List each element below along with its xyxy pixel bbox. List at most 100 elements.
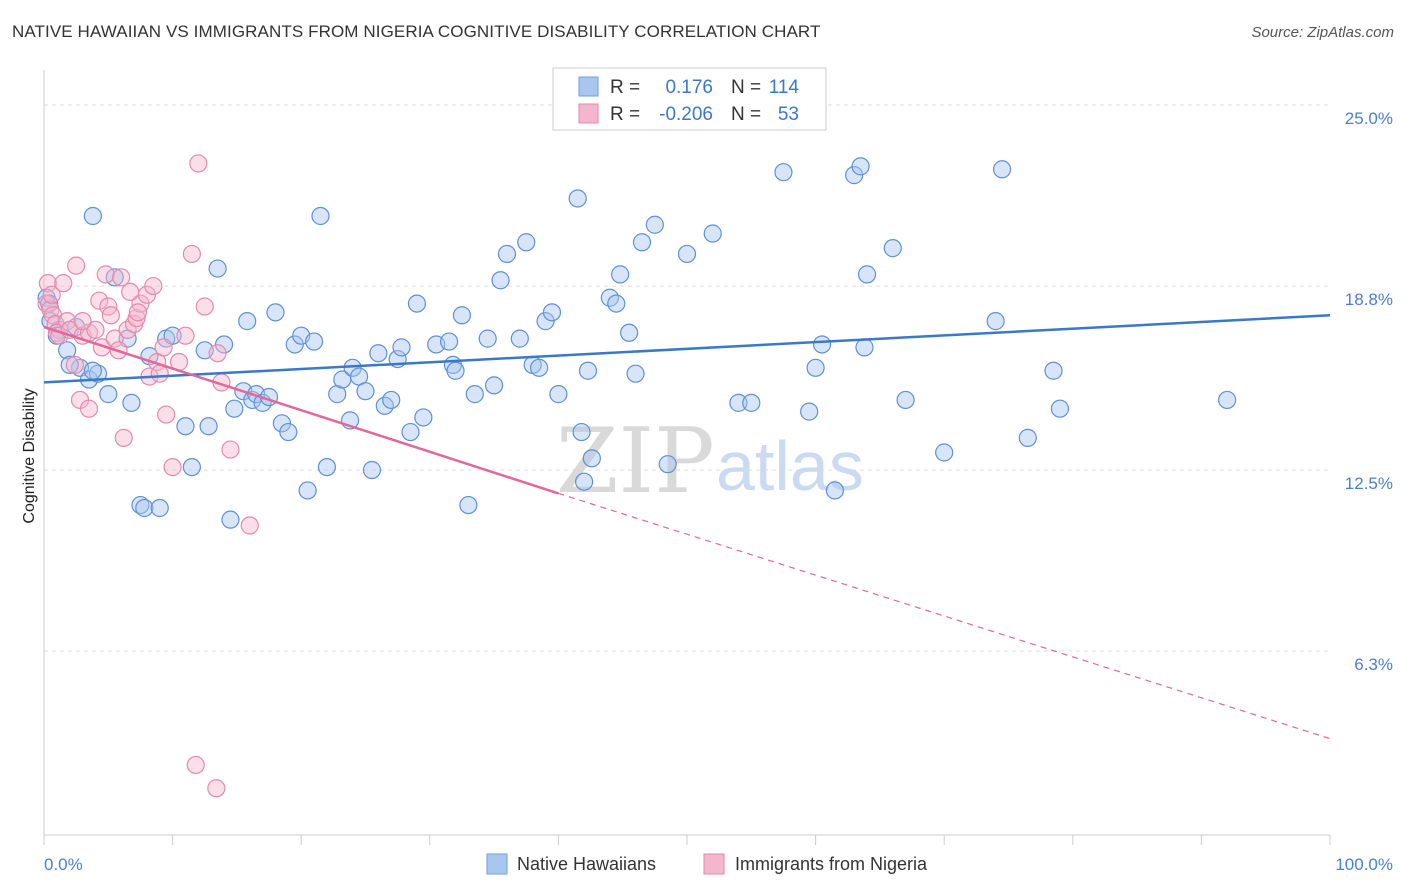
native-hawaiians-point-90: [703, 224, 722, 243]
native-hawaiians-point-52: [382, 390, 401, 410]
native-hawaiians-point-82: [607, 294, 626, 313]
nigeria-point-25: [112, 268, 131, 287]
chart-title: NATIVE HAWAIIAN VS IMMIGRANTS FROM NIGER…: [12, 22, 821, 41]
y-tick-label-3: 25.0%: [1345, 109, 1393, 128]
y-tick-labels: 6.3% 12.5% 18.8% 25.0%: [1345, 109, 1393, 674]
native-hawaiians-point-16: [135, 498, 154, 518]
nigeria-point-11: [65, 355, 84, 375]
gridlines: [44, 104, 1330, 652]
native-hawaiians-point-75: [549, 385, 568, 404]
native-hawaiians-point-48: [356, 382, 375, 401]
nigeria-point-36: [154, 338, 173, 357]
native-hawaiians-point-7: [88, 364, 108, 383]
native-hawaiians-point-61: [446, 361, 465, 380]
native-hawaiians-point-29: [238, 312, 257, 331]
watermark-zip: ZIP: [556, 409, 715, 514]
native-hawaiians-point-27: [225, 399, 244, 418]
x-tick-label-1: 100.0%: [1335, 855, 1393, 874]
legend-swatch-blue: [578, 76, 599, 97]
nigeria-point-46: [221, 440, 240, 459]
native-hawaiians-point-79: [575, 472, 594, 491]
native-hawaiians-point-84: [620, 323, 639, 342]
native-hawaiians-point-96: [812, 335, 832, 354]
native-hawaiians-point-106: [992, 160, 1012, 179]
watermark-atlas: atlas: [716, 427, 864, 505]
native-hawaiians-point-100: [855, 338, 874, 357]
bottom-legend-label-blue: Native Hawaiians: [517, 854, 656, 874]
nigeria-point-15: [79, 399, 99, 418]
nigeria-point-33: [144, 276, 163, 296]
native-hawaiians-point-99: [851, 157, 870, 176]
native-hawaiians-point-94: [800, 402, 819, 421]
native-hawaiians-point-72: [530, 358, 549, 377]
native-hawaiians-point-105: [986, 312, 1005, 331]
native-hawaiians-point-95: [806, 358, 825, 377]
native-hawaiians-point-78: [578, 361, 598, 380]
nigeria-point-26: [114, 428, 133, 448]
native-hawaiians-point-85: [626, 364, 645, 383]
nigeria-trend-line: [43, 325, 559, 495]
native-hawaiians-point-91: [729, 393, 748, 412]
x-tick-label-0: 0.0%: [44, 855, 83, 874]
native-hawaiians-point-80: [582, 449, 601, 468]
native-hawaiians-point-107: [1018, 428, 1037, 448]
native-hawaiians-point-41: [311, 206, 330, 226]
y-tick-label-0: 6.3%: [1354, 655, 1393, 674]
native-hawaiians-trend-line: [43, 314, 1331, 384]
trend-lines: [43, 314, 1331, 740]
native-hawaiians-point-77: [572, 422, 591, 442]
native-hawaiians-point-113: [60, 355, 79, 375]
native-hawaiians-point-40: [304, 332, 324, 351]
native-hawaiians-point-59: [439, 332, 459, 351]
native-hawaiians-point-87: [645, 215, 664, 234]
native-hawaiians-point-68: [497, 244, 517, 264]
nigeria-point-50: [128, 303, 147, 322]
native-hawaiians-point-89: [677, 244, 697, 264]
native-hawaiians-point-55: [401, 422, 420, 442]
nigeria-point-37: [157, 405, 176, 424]
nigeria-point-18: [90, 291, 109, 310]
native-hawaiians-point-23: [199, 417, 218, 436]
nigeria-point-49: [121, 282, 140, 302]
legend-swatch-pink: [578, 103, 599, 124]
nigeria-point-42: [189, 154, 208, 173]
native-hawaiians-point-56: [407, 294, 427, 313]
native-hawaiians-point-34: [266, 303, 285, 322]
native-hawaiians-point-64: [465, 385, 484, 404]
native-hawaiians-point-50: [369, 344, 388, 363]
native-hawaiians-point-93: [774, 163, 793, 182]
nigeria-point-3: [42, 285, 61, 304]
nigeria-point-35: [150, 364, 169, 383]
nigeria-point-8: [54, 274, 73, 293]
nigeria-point-47: [240, 516, 259, 535]
native-hawaiians-point-102: [883, 239, 902, 258]
native-hawaiians-point-109: [1050, 399, 1070, 418]
legend-r-label-1: R =: [610, 77, 640, 98]
x-tick-labels: 0.0% 100.0%: [44, 855, 1393, 874]
native-hawaiians-point-42: [317, 457, 337, 477]
x-ticks: [43, 835, 1331, 845]
legend-n-label-1: N =: [731, 77, 761, 98]
nigeria-point-12: [67, 256, 86, 275]
native-hawaiians-points: [37, 157, 1237, 529]
nigeria-point-44: [208, 344, 227, 363]
native-hawaiians-point-26: [221, 510, 240, 529]
nigeria-point-43: [195, 297, 214, 316]
native-hawaiians-point-74: [542, 303, 562, 322]
nigeria-point-1: [38, 274, 57, 293]
nigeria-point-22: [101, 306, 120, 325]
nigeria-point-40: [176, 326, 195, 345]
nigeria-point-52: [207, 779, 226, 798]
nigeria-trend-extension: [558, 492, 1331, 740]
native-hawaiians-point-20: [176, 417, 195, 436]
native-hawaiians-point-11: [83, 206, 102, 226]
y-tick-label-1: 12.5%: [1345, 474, 1393, 493]
native-hawaiians-point-67: [491, 271, 510, 290]
nigeria-point-20: [96, 265, 115, 284]
native-hawaiians-point-66: [485, 376, 504, 395]
legend-n-value-1: 114: [769, 77, 800, 98]
native-hawaiians-point-76: [568, 189, 587, 208]
native-hawaiians-point-83: [611, 265, 630, 284]
native-hawaiians-point-3: [58, 341, 77, 360]
native-hawaiians-point-88: [658, 455, 677, 474]
